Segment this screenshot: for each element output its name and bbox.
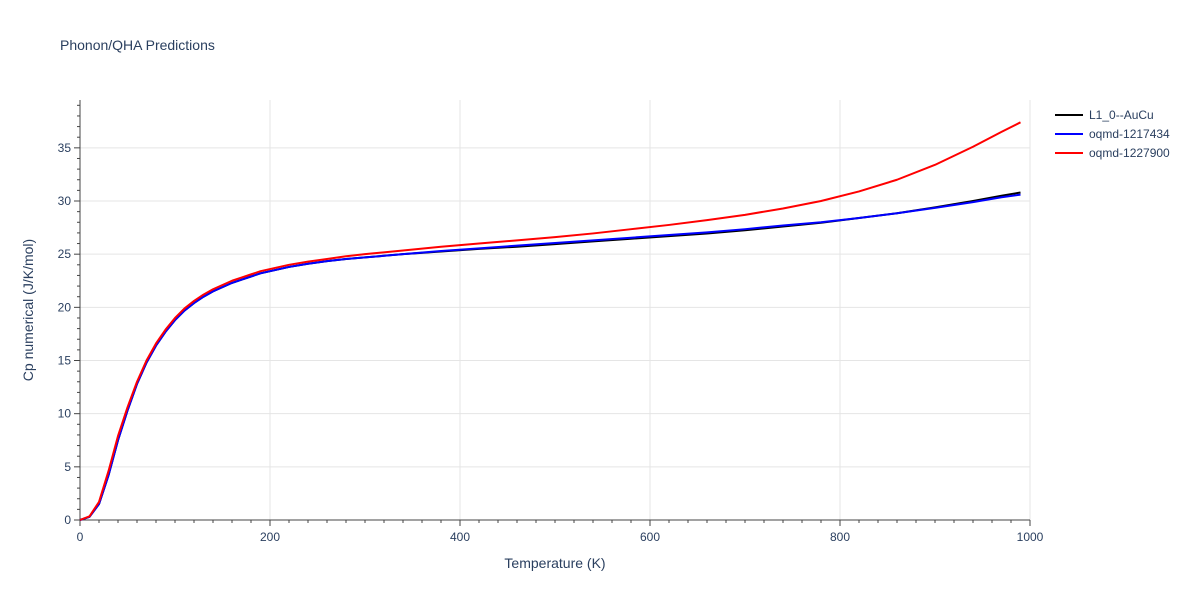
y-tick-label: 20: [58, 300, 72, 314]
y-tick-label: 30: [58, 194, 72, 208]
chart-title: Phonon/QHA Predictions: [60, 37, 215, 53]
y-tick-label: 10: [58, 407, 72, 421]
legend-label: oqmd-1227900: [1089, 146, 1170, 160]
y-tick-label: 0: [64, 513, 71, 527]
x-axis-title: Temperature (K): [504, 555, 605, 571]
grid-layer: [80, 100, 1031, 520]
legend[interactable]: L1_0--AuCu oqmd-1217434 oqmd-1227900: [1055, 108, 1170, 160]
series-layer[interactable]: [79, 121, 1021, 521]
y-axis-title: Cp numerical (J/K/mol): [20, 239, 36, 381]
y-tick-label: 5: [64, 460, 71, 474]
legend-item[interactable]: L1_0--AuCu: [1055, 108, 1154, 122]
x-tick-label: 600: [640, 530, 660, 544]
y-tick-label: 25: [58, 247, 72, 261]
legend-item[interactable]: oqmd-1217434: [1055, 127, 1170, 141]
x-tick-label: 1000: [1017, 530, 1044, 544]
y-tick-label: 35: [58, 141, 72, 155]
legend-label: oqmd-1217434: [1089, 127, 1170, 141]
x-tick-label: 400: [450, 530, 470, 544]
series-line-oqmd-1227900[interactable]: [79, 121, 1021, 521]
y-tick-label: 15: [58, 354, 72, 368]
axis-layer: 0 200 400 600 800 1000 0 5 10 15 20 25 30 35: [58, 100, 1044, 544]
x-tick-label: 200: [260, 530, 280, 544]
x-tick-label: 0: [77, 530, 84, 544]
series-line-oqmd-1217434[interactable]: [79, 193, 1021, 521]
legend-label: L1_0--AuCu: [1089, 108, 1154, 122]
x-tick-label: 800: [830, 530, 850, 544]
legend-item[interactable]: oqmd-1227900: [1055, 146, 1170, 160]
